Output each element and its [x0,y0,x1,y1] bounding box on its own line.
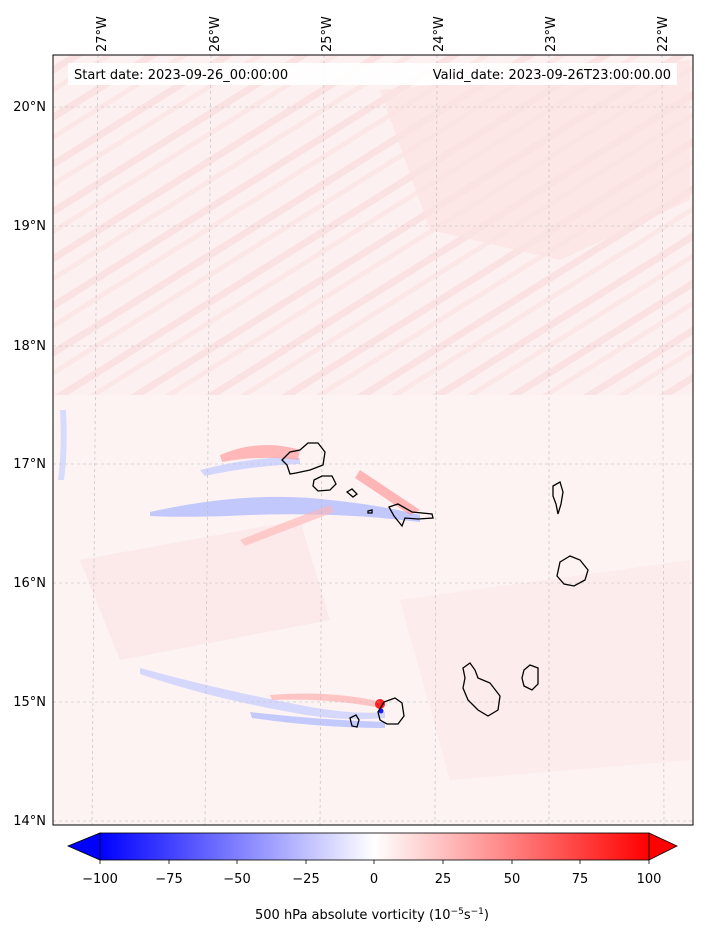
latitude-labels: 20°N 19°N 18°N 17°N 16°N 15°N 14°N [13,100,46,829]
island-brava [349,714,360,728]
lat-label: 14°N [13,814,46,829]
lat-label: 17°N [13,457,46,472]
colorbar-title: 500 hPa absolute vorticity (10−5s−1) [255,907,489,923]
island-coastlines [281,442,589,728]
colorbar-tick-label: 75 [572,872,589,887]
island-santa-luzia [345,488,358,498]
map-frame [52,54,694,826]
island-santo-antao [281,442,326,475]
colorbar-title-exp1: −5 [451,907,464,917]
start-date-label: Start date: 2023-09-26_00:00:00 [74,68,288,83]
island-fogo [377,697,405,725]
colorbar-title-exp2: −1 [471,907,484,917]
colorbar-max-extend [648,832,678,861]
info-bar [68,63,677,85]
valid-date-label: Valid_date: 2023-09-26T23:00:00.00 [433,68,671,83]
lon-label: 24°W [432,16,447,52]
lon-label: 27°W [95,16,110,52]
gridlines [53,54,693,826]
longitude-labels: 27°W 26°W 25°W 24°W 23°W 22°W [95,16,671,52]
lon-label: 23°W [544,16,559,52]
colorbar-tick-label: 25 [435,872,452,887]
lat-label: 19°N [13,219,46,234]
colorbar-tick-label: 50 [504,872,521,887]
island-sao-vicente [312,475,337,492]
colorbar-tick-label: −75 [155,872,182,887]
colorbar-tick-label: −100 [82,872,118,887]
colorbar-title-end: ) [484,908,489,923]
lon-label: 22°W [656,16,671,52]
colorbar-ticks [99,860,650,864]
map-area: Start date: 2023-09-26_00:00:00 Valid_da… [52,54,694,826]
colorbar-tick-label: 100 [637,872,662,887]
colorbar: −100 −75 −50 −25 0 25 50 75 100 500 hPa … [66,832,678,923]
colorbar-min-extend [66,832,101,861]
colorbar-tick-label: −50 [223,872,250,887]
lon-label: 26°W [208,16,223,52]
colorbar-tick-label: 0 [370,872,378,887]
island-maio [521,664,539,691]
lat-label: 18°N [13,339,46,354]
island-sao-nicolau [388,503,434,528]
colorbar-title-main: 500 hPa absolute vorticity (10 [255,908,451,923]
lat-label: 16°N [13,576,46,591]
colorbar-tick-label: −25 [292,872,319,887]
lat-label: 20°N [13,100,46,115]
island-small-rock [367,509,373,514]
island-santiago [462,662,501,717]
island-sal [552,481,564,515]
lon-label: 25°W [320,16,335,52]
island-boa-vista [556,555,589,587]
colorbar-gradient [99,832,650,861]
lat-label: 15°N [13,695,46,710]
colorbar-title-mid: s [464,908,471,923]
